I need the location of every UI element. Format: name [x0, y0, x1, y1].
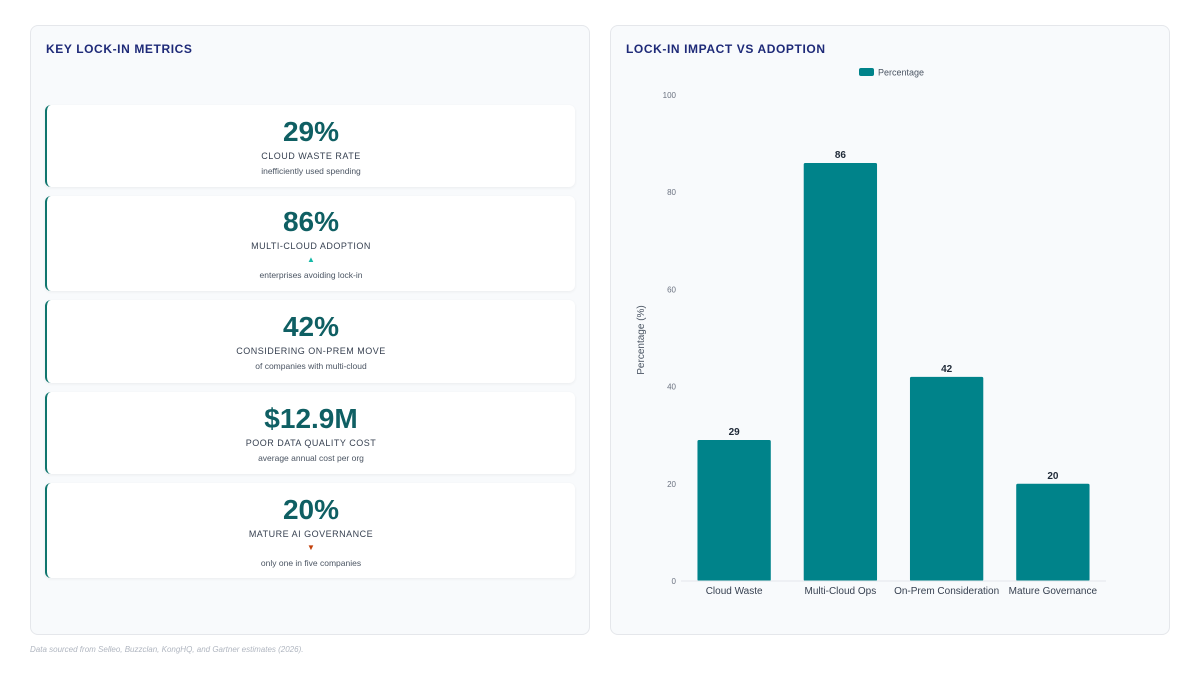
metric-value: 42%: [282, 311, 340, 342]
x-tick-label: Cloud Waste: [706, 586, 763, 597]
chart-panel: LOCK-IN IMPACT VS ADOPTION Percentage 0 2…: [610, 25, 1170, 635]
y-tick-label: 100: [663, 91, 677, 100]
metric-subtext: of companies with multi-cloud: [255, 361, 367, 371]
metric-label: MATURE AI GOVERNANCE: [248, 529, 374, 539]
chart-legend: Percentage: [859, 68, 924, 78]
bar-value-label: 20: [1047, 471, 1059, 482]
bar-value-label: 42: [941, 364, 953, 375]
panel-title: KEY LOCK-IN METRICS: [46, 42, 193, 56]
legend-swatch: [859, 68, 874, 76]
metric-label: MULTI-CLOUD ADOPTION: [251, 241, 371, 251]
metric-card-ai-governance: 20% MATURE AI GOVERNANCE ▼ only one in f…: [45, 483, 575, 578]
trend-down-icon: ▼: [307, 543, 315, 552]
x-tick-label: On-Prem Consideration: [894, 586, 999, 597]
y-axis: 0 20 40 60 80 100 Percentage (%): [636, 91, 677, 586]
metric-subtext: inefficiently used spending: [261, 166, 361, 176]
bar-chart: Percentage 0 20 40 60 80 100 Percentage (%) 29…: [636, 68, 1106, 597]
y-tick-label: 0: [672, 577, 677, 586]
bars: 29 86 42 20: [697, 150, 1090, 582]
bar: [1016, 483, 1090, 581]
bar: [803, 163, 878, 582]
metric-label: POOR DATA QUALITY COST: [245, 438, 377, 448]
source-footnote: Data sourced from Selleo, Buzzclan, Kong…: [30, 645, 304, 654]
metric-label: CONSIDERING ON-PREM MOVE: [236, 346, 386, 356]
metric-value: 29%: [282, 116, 340, 147]
metric-value: 20%: [282, 494, 340, 525]
y-tick-label: 20: [667, 480, 676, 489]
metric-value: 86%: [282, 206, 340, 237]
y-axis-label: Percentage (%): [636, 305, 647, 374]
metric-value: $12.9M: [264, 403, 358, 434]
bar: [697, 440, 771, 581]
x-axis: Cloud Waste Multi-Cloud Ops On-Prem Consid…: [681, 580, 1106, 597]
panel-title: LOCK-IN IMPACT VS ADOPTION: [626, 42, 826, 56]
x-tick-label: Mature Governance: [1009, 586, 1098, 597]
key-metrics-panel: KEY LOCK-IN METRICS 29% CLOUD WASTE RATE…: [30, 25, 590, 635]
metric-subtext: average annual cost per org: [258, 453, 364, 463]
metric-card-cloud-waste: 29% CLOUD WASTE RATE inefficiently used …: [45, 105, 575, 187]
metric-card-data-quality: $12.9M POOR DATA QUALITY COST average an…: [45, 392, 575, 474]
legend-label: Percentage: [878, 68, 924, 78]
y-tick-label: 40: [667, 383, 676, 392]
x-tick-label: Multi-Cloud Ops: [805, 586, 877, 597]
metric-card-multi-cloud: 86% MULTI-CLOUD ADOPTION ▲ enterprises a…: [45, 196, 575, 291]
bar-value-label: 29: [729, 427, 741, 438]
bar-value-label: 86: [835, 150, 847, 161]
trend-up-icon: ▲: [307, 255, 315, 264]
metric-subtext: only one in five companies: [260, 558, 362, 568]
metric-label: CLOUD WASTE RATE: [261, 151, 361, 161]
y-tick-label: 60: [667, 285, 676, 294]
bar: [909, 376, 984, 581]
y-tick-label: 80: [667, 188, 676, 197]
metric-card-on-prem: 42% CONSIDERING ON-PREM MOVE of companie…: [45, 300, 575, 383]
metric-subtext: enterprises avoiding lock-in: [259, 270, 363, 280]
